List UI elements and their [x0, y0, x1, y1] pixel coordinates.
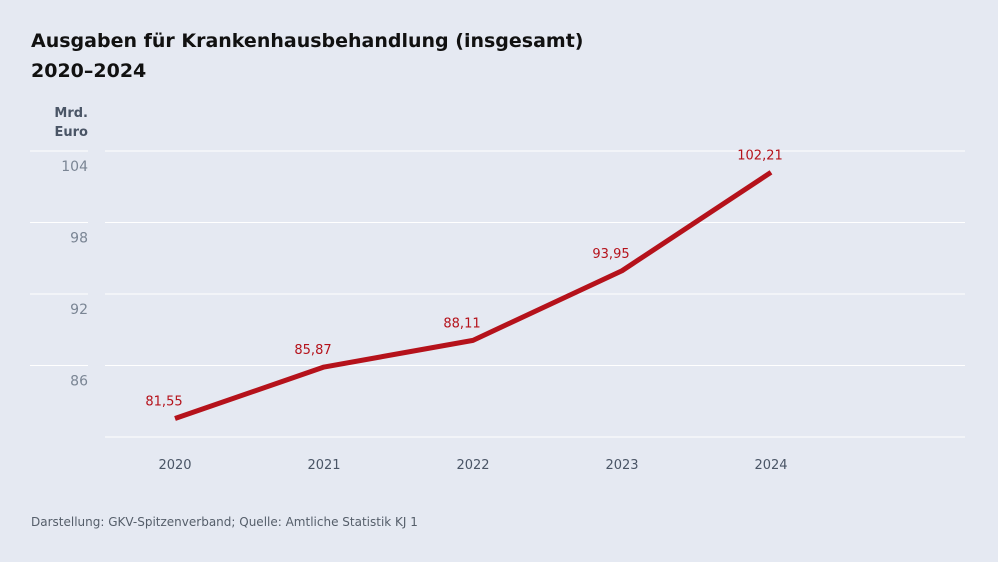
y-axis-unit: Mrd. Euro [30, 104, 88, 142]
x-tick-label: 2020 [158, 458, 191, 473]
data-label: 81,55 [145, 395, 182, 410]
y-tick-label: 104 [61, 159, 88, 175]
data-label: 85,87 [294, 343, 331, 358]
y-tick-label: 86 [70, 374, 88, 390]
y-axis-unit-line2: Euro [54, 125, 88, 140]
y-tick-label: 92 [70, 302, 88, 318]
x-tick-label: 2023 [605, 458, 638, 473]
x-tick-label: 2021 [307, 458, 340, 473]
y-axis-unit-line1: Mrd. [54, 106, 88, 121]
data-label: 102,21 [737, 148, 783, 163]
data-label: 88,11 [443, 316, 480, 331]
chart-title: Ausgaben für Krankenhausbehandlung (insg… [31, 26, 583, 86]
chart-title-line2: 2020–2024 [31, 60, 147, 82]
series-line [174, 170, 773, 421]
x-tick-label: 2024 [754, 458, 787, 473]
y-tick-label: 98 [70, 231, 88, 247]
chart-title-line1: Ausgaben für Krankenhausbehandlung (insg… [31, 30, 584, 52]
source-note: Darstellung: GKV-Spitzenverband; Quelle:… [31, 515, 418, 529]
x-tick-label: 2022 [456, 458, 489, 473]
data-label: 93,95 [592, 247, 629, 262]
